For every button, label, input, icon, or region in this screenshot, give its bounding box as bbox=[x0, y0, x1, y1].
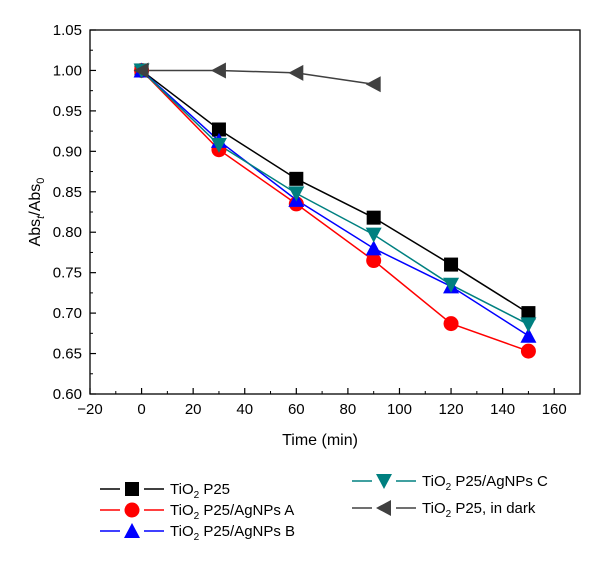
data-point-series-0 bbox=[366, 210, 381, 225]
x-tick-label: −20 bbox=[77, 401, 102, 418]
legend-label-2: TiO2 P25/AgNPs B bbox=[170, 523, 295, 543]
x-tick-label: 140 bbox=[490, 401, 515, 418]
legend-marker-4 bbox=[376, 500, 391, 516]
data-point-series-1 bbox=[366, 253, 382, 269]
legend-marker-3 bbox=[376, 474, 392, 489]
y-tick-label: 0.80 bbox=[53, 224, 82, 241]
y-tick-label: 0.70 bbox=[53, 305, 82, 322]
x-tick-label: 40 bbox=[236, 401, 253, 418]
data-point-series-4 bbox=[288, 64, 304, 81]
x-tick-label: 100 bbox=[387, 401, 412, 418]
data-point-series-0 bbox=[521, 306, 536, 321]
legend-marker-1 bbox=[124, 502, 140, 518]
y-tick-label: 1.05 bbox=[53, 22, 82, 39]
y-tick-label: 0.85 bbox=[53, 184, 82, 201]
data-point-series-1 bbox=[520, 343, 536, 359]
data-point-series-4 bbox=[365, 76, 381, 93]
y-tick-label: 1.00 bbox=[53, 62, 82, 79]
series-line-4 bbox=[141, 69, 374, 85]
y-tick-label: 0.95 bbox=[53, 103, 82, 120]
legend-label-3: TiO2 P25/AgNPs C bbox=[422, 473, 548, 493]
plot-frame bbox=[89, 29, 581, 395]
legend-label-1: TiO2 P25/AgNPs A bbox=[170, 502, 294, 522]
series-line-3 bbox=[141, 69, 529, 326]
x-tick-label: 160 bbox=[542, 401, 567, 418]
y-tick-label: 0.60 bbox=[53, 386, 82, 403]
data-point-series-3 bbox=[520, 317, 537, 333]
x-tick-label: 120 bbox=[439, 401, 464, 418]
series-line-0 bbox=[141, 69, 529, 314]
legend-label-0: TiO2 P25 bbox=[170, 481, 230, 501]
series-line-1 bbox=[141, 69, 529, 352]
legend-label-4: TiO2 P25, in dark bbox=[422, 500, 536, 520]
x-tick-label: 20 bbox=[185, 401, 202, 418]
x-tick-label: 0 bbox=[137, 401, 145, 418]
data-point-series-3 bbox=[365, 227, 382, 243]
x-tick-label: 80 bbox=[340, 401, 357, 418]
data-point-series-3 bbox=[288, 186, 305, 202]
data-point-series-2 bbox=[365, 240, 382, 256]
y-tick-label: 0.90 bbox=[53, 143, 82, 160]
legend-marker-2 bbox=[124, 523, 140, 538]
data-point-series-3 bbox=[443, 277, 460, 293]
y-tick-label: 0.75 bbox=[53, 265, 82, 282]
data-point-series-1 bbox=[443, 316, 459, 332]
legend-marker-0 bbox=[125, 482, 139, 496]
y-axis-label: Abst/Abs0 bbox=[27, 178, 47, 247]
data-point-series-3 bbox=[210, 137, 227, 153]
data-point-series-0 bbox=[444, 257, 459, 272]
x-axis-label: Time (min) bbox=[282, 432, 358, 449]
data-point-series-4 bbox=[133, 62, 149, 79]
data-point-series-4 bbox=[210, 62, 226, 79]
data-point-series-2 bbox=[520, 327, 537, 343]
series-line-2 bbox=[141, 69, 529, 337]
x-tick-label: 60 bbox=[288, 401, 305, 418]
data-point-series-0 bbox=[289, 171, 304, 186]
y-tick-label: 0.65 bbox=[53, 346, 82, 363]
data-point-series-0 bbox=[211, 122, 226, 137]
